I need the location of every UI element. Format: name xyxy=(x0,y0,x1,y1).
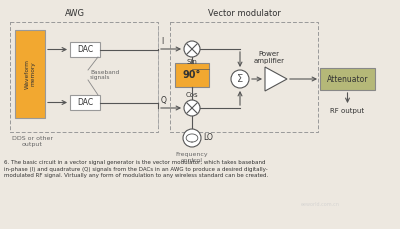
Bar xyxy=(70,95,100,110)
Text: Attenuator: Attenuator xyxy=(327,74,368,84)
Text: 6. The basic circuit in a vector signal generator is the vector modulator, which: 6. The basic circuit in a vector signal … xyxy=(4,160,268,178)
Text: Power
amplifier: Power amplifier xyxy=(254,51,284,64)
Circle shape xyxy=(183,129,201,147)
Text: DAC: DAC xyxy=(77,45,93,54)
Bar xyxy=(175,63,209,87)
Circle shape xyxy=(184,100,200,116)
Polygon shape xyxy=(265,67,287,91)
Text: Σ: Σ xyxy=(237,74,243,84)
Text: Vector modulator: Vector modulator xyxy=(208,9,280,18)
Text: RF output: RF output xyxy=(330,108,364,114)
Text: I: I xyxy=(161,37,163,46)
Text: Baseband
signals: Baseband signals xyxy=(90,70,119,80)
Text: Q: Q xyxy=(161,96,167,105)
Bar xyxy=(320,68,375,90)
Circle shape xyxy=(231,70,249,88)
Bar xyxy=(70,42,100,57)
Text: eeworld.com.cn: eeworld.com.cn xyxy=(300,202,340,207)
Text: Sin: Sin xyxy=(186,59,198,65)
Bar xyxy=(15,30,45,118)
Text: Frequency
control: Frequency control xyxy=(176,152,208,163)
Text: Cos: Cos xyxy=(186,92,198,98)
Text: LO: LO xyxy=(203,134,213,142)
Text: AWG: AWG xyxy=(65,9,85,18)
Text: DAC: DAC xyxy=(77,98,93,107)
Text: DDS or other
output: DDS or other output xyxy=(12,136,52,147)
Text: 90°: 90° xyxy=(183,70,201,80)
Circle shape xyxy=(184,41,200,57)
Text: Waveform
memory: Waveform memory xyxy=(25,59,35,89)
